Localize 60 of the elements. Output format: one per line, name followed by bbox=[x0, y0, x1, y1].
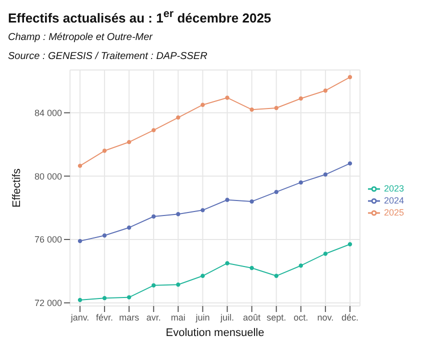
point bbox=[78, 239, 82, 244]
point bbox=[323, 172, 328, 177]
point bbox=[250, 108, 254, 112]
point bbox=[176, 116, 180, 120]
chart-title: Effectifs actualisés au : 1$^{er}$ décembre 2025 bbox=[8, 8, 272, 26]
x-tick-label: avr. bbox=[146, 312, 161, 323]
point bbox=[323, 88, 328, 94]
point bbox=[78, 164, 82, 168]
y-tick-label: 80 000 bbox=[34, 172, 62, 182]
x-tick-label: mai bbox=[170, 312, 186, 323]
x-tick-label: juin bbox=[194, 312, 210, 323]
point bbox=[102, 296, 107, 301]
point bbox=[225, 198, 230, 202]
y-tick-label: 84 000 bbox=[34, 108, 62, 118]
point bbox=[152, 214, 156, 219]
legend-label: 2025 bbox=[384, 208, 404, 218]
point bbox=[225, 96, 230, 100]
point bbox=[348, 242, 352, 247]
legend-label: 2024 bbox=[384, 196, 404, 206]
x-tick-label: oct. bbox=[294, 312, 308, 323]
point bbox=[200, 103, 205, 108]
x-tick-label: août bbox=[243, 312, 262, 323]
y-axis-title: Effectifs bbox=[10, 168, 23, 208]
point bbox=[102, 234, 107, 238]
chart-subtitle: Champ : Métropole et Outre-Mer bbox=[8, 32, 154, 44]
point bbox=[126, 226, 132, 230]
x-tick-label: janv. bbox=[70, 312, 90, 323]
x-axis-title: Evolution mensuelle bbox=[166, 327, 264, 340]
point bbox=[152, 284, 156, 288]
x-tick-label: juil. bbox=[220, 312, 234, 323]
point bbox=[250, 200, 254, 204]
y-tick-label: 72 000 bbox=[34, 298, 62, 308]
point bbox=[126, 140, 132, 144]
x-tick-label: nov. bbox=[317, 312, 334, 323]
point bbox=[274, 190, 278, 194]
point bbox=[152, 128, 156, 133]
point bbox=[176, 212, 180, 217]
point bbox=[348, 162, 352, 166]
point bbox=[225, 261, 230, 266]
point bbox=[348, 75, 352, 80]
source-note: Source : GENESIS / Traitement : DAP-SSER bbox=[8, 51, 208, 62]
y-tick-label: 76 000 bbox=[34, 235, 62, 245]
x-tick-label: sept. bbox=[266, 312, 286, 323]
point bbox=[323, 252, 328, 256]
point bbox=[126, 296, 132, 300]
point bbox=[250, 266, 254, 270]
x-tick-label: mars bbox=[119, 312, 140, 323]
point bbox=[274, 106, 278, 110]
point bbox=[298, 264, 303, 268]
x-tick-label: déc. bbox=[341, 312, 358, 323]
point bbox=[298, 96, 303, 101]
point bbox=[298, 180, 303, 185]
legend-label: 2023 bbox=[384, 184, 404, 194]
point bbox=[200, 274, 205, 278]
point bbox=[176, 282, 180, 288]
point bbox=[200, 208, 205, 213]
x-tick-label: févr. bbox=[96, 312, 114, 323]
point bbox=[102, 149, 107, 154]
point bbox=[78, 298, 82, 302]
point bbox=[274, 274, 278, 278]
